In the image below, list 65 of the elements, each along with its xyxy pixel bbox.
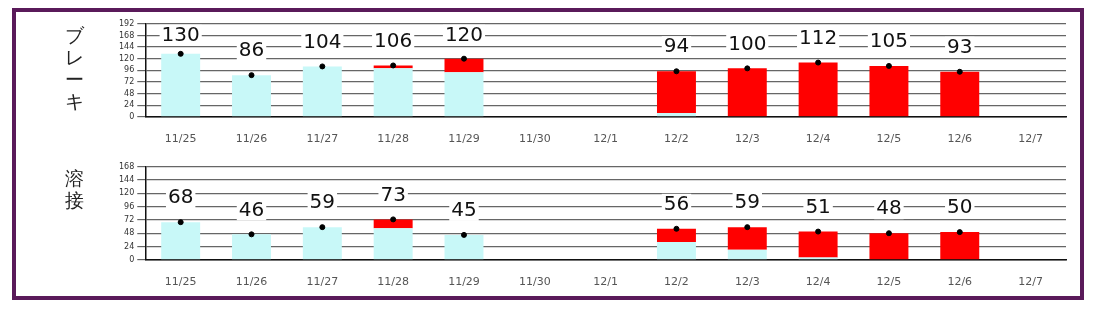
total-label: 112	[799, 24, 838, 49]
x-tick-label: 12/3	[734, 275, 760, 289]
y-tick-label: 96	[124, 201, 135, 211]
total-label: 73	[380, 181, 406, 206]
x-tick-label: 11/30	[518, 132, 551, 146]
total-label: 105	[869, 28, 909, 53]
total-label: 94	[663, 33, 690, 58]
total-label: 130	[161, 22, 200, 46]
x-tick-label: 12/1	[593, 132, 618, 146]
x-tick-label: 11/26	[235, 132, 268, 146]
total-label: 48	[876, 195, 902, 220]
y-tick-label: 120	[118, 188, 135, 198]
x-tick-label: 12/5	[876, 132, 902, 146]
x-tick-label: 11/30	[518, 275, 551, 289]
x-tick-label: 12/3	[734, 132, 760, 146]
total-label: 46	[238, 196, 265, 221]
y-tick-label: 72	[124, 215, 135, 225]
y-axis-title: 溶接	[64, 167, 84, 211]
x-tick-label: 12/4	[805, 275, 831, 289]
x-tick-label: 11/28	[377, 275, 410, 289]
x-tick-label: 12/1	[593, 275, 618, 289]
x-tick-label: 11/25	[164, 275, 197, 289]
x-tick-label: 12/7	[1018, 275, 1043, 289]
y-tick-label: 0	[129, 254, 135, 264]
total-label: 51	[805, 193, 831, 218]
y-tick-label: 144	[118, 175, 135, 185]
total-label: 93	[947, 33, 973, 58]
total-label: 59	[734, 189, 761, 214]
y-tick-label: 24	[124, 100, 135, 110]
x-tick-label: 11/29	[448, 275, 480, 289]
total-label: 120	[444, 22, 484, 46]
y-tick-label: 96	[124, 65, 135, 75]
total-label: 50	[947, 194, 973, 219]
y-tick-label: 48	[124, 88, 135, 98]
total-label: 106	[374, 27, 413, 52]
y-tick-label: 24	[124, 241, 135, 251]
x-tick-label: 12/5	[876, 275, 902, 289]
x-tick-label: 12/7	[1018, 132, 1043, 146]
total-label: 100	[728, 30, 767, 55]
y-tick-label: 144	[118, 42, 135, 52]
x-tick-label: 11/27	[306, 132, 339, 146]
x-tick-label: 12/6	[947, 275, 973, 289]
total-label: 68	[167, 184, 194, 209]
y-tick-label: 192	[118, 18, 135, 28]
total-label: 45	[451, 197, 477, 222]
y-tick-label: 0	[129, 111, 135, 121]
x-tick-label: 12/6	[947, 132, 973, 146]
y-tick-label: 168	[118, 161, 135, 171]
y-tick-label: 120	[118, 53, 135, 63]
x-tick-label: 11/26	[235, 275, 268, 289]
y-tick-label: 72	[124, 77, 135, 86]
x-tick-label: 12/2	[664, 132, 689, 146]
y-tick-label: 48	[124, 228, 135, 238]
x-tick-label: 11/28	[377, 132, 410, 146]
x-tick-label: 12/4	[805, 132, 831, 146]
y-tick-label: 168	[118, 30, 135, 40]
x-tick-label: 12/2	[664, 275, 689, 289]
x-tick-label: 11/25	[164, 132, 197, 146]
y-axis-title: ブレーキ	[64, 24, 84, 112]
total-label: 56	[663, 191, 690, 215]
x-tick-label: 11/29	[448, 132, 480, 146]
x-tick-label: 11/27	[306, 275, 339, 289]
total-label: 104	[303, 28, 342, 53]
total-label: 59	[309, 189, 336, 214]
total-label: 86	[238, 37, 265, 62]
